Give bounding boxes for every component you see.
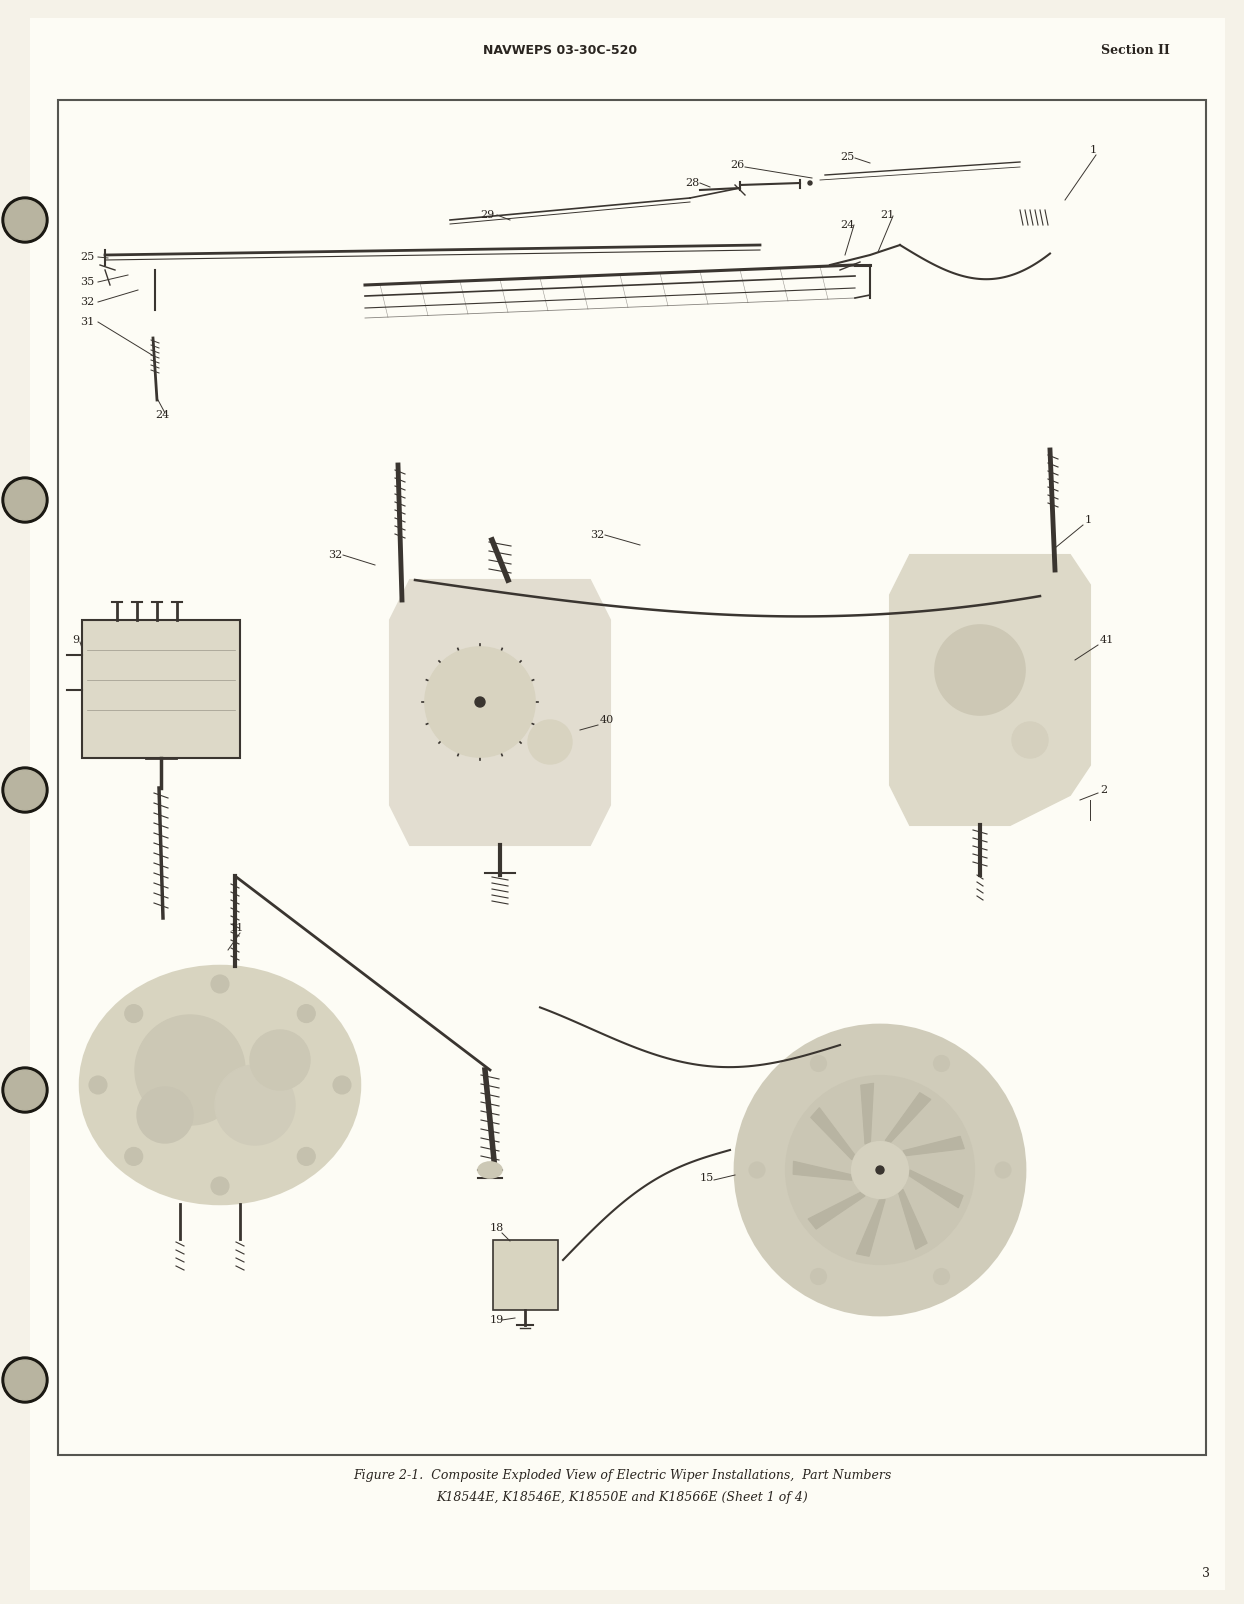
Text: 35: 35 [80, 277, 95, 287]
Circle shape [2, 476, 49, 523]
Circle shape [811, 1269, 826, 1285]
Circle shape [211, 1177, 229, 1195]
Circle shape [809, 181, 812, 184]
Text: 2: 2 [1100, 784, 1107, 796]
Circle shape [852, 1142, 908, 1198]
Polygon shape [809, 1192, 865, 1229]
Text: Figure 2-1.  Composite Exploded View of Electric Wiper Installations,  Part Numb: Figure 2-1. Composite Exploded View of E… [353, 1469, 891, 1482]
Polygon shape [889, 555, 1090, 824]
Circle shape [211, 975, 229, 993]
Bar [493, 1240, 559, 1310]
Circle shape [475, 698, 485, 707]
Text: 32: 32 [80, 297, 95, 306]
Circle shape [811, 1055, 826, 1071]
Circle shape [933, 1055, 949, 1071]
Text: 15: 15 [700, 1173, 714, 1184]
Circle shape [995, 1161, 1011, 1177]
Circle shape [137, 1088, 193, 1144]
Circle shape [90, 1076, 107, 1094]
Polygon shape [861, 1083, 873, 1144]
Polygon shape [794, 1161, 852, 1181]
Circle shape [250, 1030, 310, 1091]
Ellipse shape [478, 1161, 503, 1177]
Text: 31: 31 [80, 318, 95, 327]
Circle shape [786, 1076, 974, 1264]
Text: 28: 28 [685, 178, 699, 188]
Circle shape [136, 1015, 245, 1124]
Text: 29: 29 [480, 210, 494, 220]
Circle shape [735, 1025, 1025, 1315]
Text: 18: 18 [490, 1222, 504, 1233]
Polygon shape [391, 581, 610, 845]
Circle shape [876, 1166, 884, 1174]
Text: 25: 25 [840, 152, 855, 162]
Circle shape [297, 1147, 315, 1166]
Text: 32: 32 [328, 550, 342, 560]
Text: 21: 21 [880, 210, 894, 220]
Text: 25: 25 [80, 252, 95, 261]
Polygon shape [903, 1136, 964, 1155]
Circle shape [5, 1070, 45, 1110]
Text: 1: 1 [1085, 515, 1092, 525]
Circle shape [2, 1067, 49, 1113]
Text: 9: 9 [72, 635, 80, 645]
Polygon shape [856, 1200, 886, 1256]
Circle shape [749, 1161, 765, 1177]
Circle shape [933, 1269, 949, 1285]
Text: 32: 32 [590, 529, 605, 541]
Circle shape [1013, 722, 1047, 759]
Polygon shape [886, 1092, 931, 1142]
Circle shape [297, 1004, 315, 1023]
Circle shape [2, 767, 49, 813]
Bar [82, 621, 240, 759]
Circle shape [2, 1357, 49, 1404]
Circle shape [5, 1360, 45, 1400]
Text: 1: 1 [1090, 144, 1097, 156]
Circle shape [425, 646, 535, 757]
Circle shape [215, 1065, 295, 1145]
Circle shape [2, 197, 49, 242]
Polygon shape [909, 1169, 963, 1208]
Ellipse shape [80, 966, 360, 1205]
Polygon shape [811, 1108, 855, 1160]
Circle shape [333, 1076, 351, 1094]
Circle shape [124, 1147, 143, 1166]
Bar [58, 99, 1205, 1455]
Text: Section II: Section II [1101, 43, 1171, 56]
Circle shape [124, 1004, 143, 1023]
Text: 40: 40 [600, 715, 615, 725]
Text: 24: 24 [156, 411, 169, 420]
Circle shape [5, 200, 45, 241]
Circle shape [527, 720, 572, 764]
Text: 3: 3 [1202, 1567, 1210, 1580]
Text: 26: 26 [730, 160, 744, 170]
Circle shape [5, 480, 45, 520]
Circle shape [935, 626, 1025, 715]
Text: K18544E, K18546E, K18550E and K18566E (Sheet 1 of 4): K18544E, K18546E, K18550E and K18566E (S… [437, 1492, 807, 1505]
Text: 19: 19 [490, 1315, 504, 1325]
Circle shape [5, 770, 45, 810]
Polygon shape [898, 1189, 927, 1250]
Text: 41: 41 [1100, 635, 1115, 645]
Text: 24: 24 [840, 220, 855, 229]
Text: NAVWEPS 03-30C-520: NAVWEPS 03-30C-520 [483, 43, 637, 56]
Text: 11: 11 [230, 922, 244, 934]
